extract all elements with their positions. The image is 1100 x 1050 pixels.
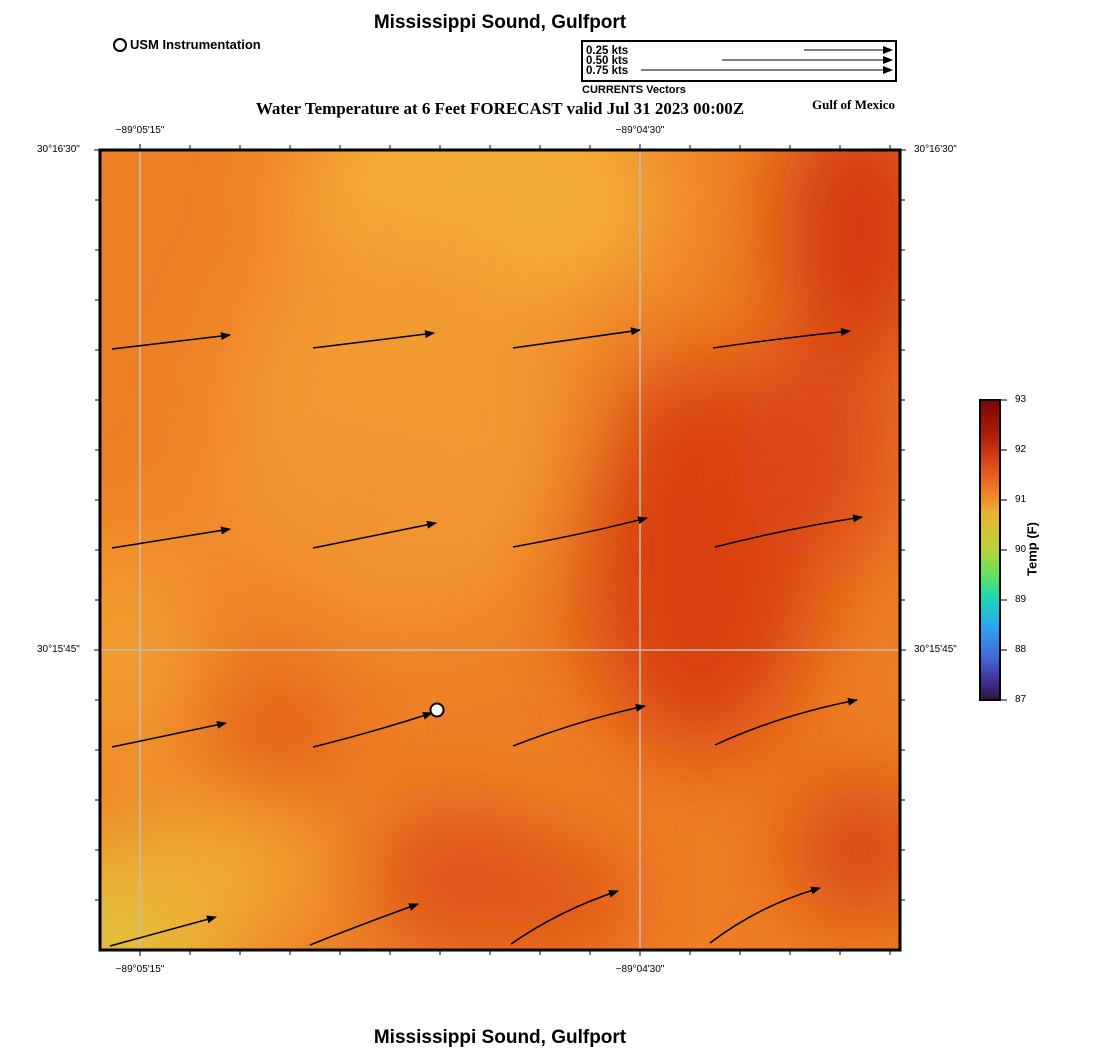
current-vector	[714, 697, 858, 746]
scale-label-050: 0.50 kts	[586, 55, 629, 67]
vector-scale-caption: CURRENTS Vectors	[582, 84, 686, 96]
current-vector	[312, 711, 433, 748]
colorbar-tick-91: 91	[1015, 494, 1027, 505]
current-vector	[309, 903, 419, 946]
current-vector	[712, 327, 851, 349]
colorbar-tick-88: 88	[1015, 644, 1027, 655]
right-lat-label-1: 30°16'30"	[914, 144, 957, 155]
right-lat-label-2: 30°15'45"	[914, 644, 957, 655]
region-label: Gulf of Mexico	[812, 97, 896, 112]
colorbar-ticks	[1000, 399, 1007, 701]
station-legend: USM Instrumentation	[113, 37, 261, 52]
bottom-lon-label-1: −89°05'15"	[115, 964, 165, 975]
scale-label-025: 0.25 kts	[586, 45, 629, 57]
current-vector	[111, 720, 227, 748]
colorbar-tick-93: 93	[1015, 394, 1027, 405]
colorbar-tick-90: 90	[1015, 544, 1027, 555]
current-vector	[111, 526, 231, 549]
current-vector	[109, 915, 217, 947]
vector-scale-arrows	[641, 46, 893, 74]
current-vector	[512, 516, 648, 548]
left-lat-label-1: 30°16'30"	[37, 144, 80, 155]
current-vector	[512, 703, 646, 747]
station-legend-label: USM Instrumentation	[130, 37, 261, 52]
frame-ticks	[94, 144, 906, 956]
bottom-lon-label-2: −89°04'30"	[615, 964, 665, 975]
scale-label-075: 0.75 kts	[586, 65, 629, 77]
colorbar	[979, 399, 1001, 701]
vector-scale-box: 0.25 kts 0.50 kts 0.75 kts	[581, 40, 897, 82]
top-lon-label-1: −89°05'15"	[115, 125, 165, 136]
graticule	[100, 150, 900, 950]
header-title: Mississippi Sound, Gulfport	[373, 12, 627, 33]
current-vector	[111, 332, 231, 350]
current-vector	[312, 520, 437, 549]
colorbar-tick-87: 87	[1015, 694, 1027, 705]
top-lon-label-2: −89°04'30"	[615, 125, 665, 136]
current-vector	[510, 890, 619, 945]
temperature-field	[100, 150, 900, 950]
current-vector	[714, 514, 863, 548]
colorbar-tick-89: 89	[1015, 594, 1027, 605]
current-vector	[512, 327, 641, 349]
usm-station-marker[interactable]	[429, 702, 445, 718]
colorbar-tick-92: 92	[1015, 444, 1027, 455]
current-vector	[312, 330, 435, 349]
map-title: Water Temperature at 6 Feet FORECAST val…	[255, 99, 745, 118]
station-circle-icon	[113, 37, 127, 52]
left-lat-label-2: 30°15'45"	[37, 644, 80, 655]
current-vectors	[109, 327, 863, 947]
current-vector	[709, 886, 821, 944]
footer-title: Mississippi Sound, Gulfport	[373, 1027, 627, 1048]
